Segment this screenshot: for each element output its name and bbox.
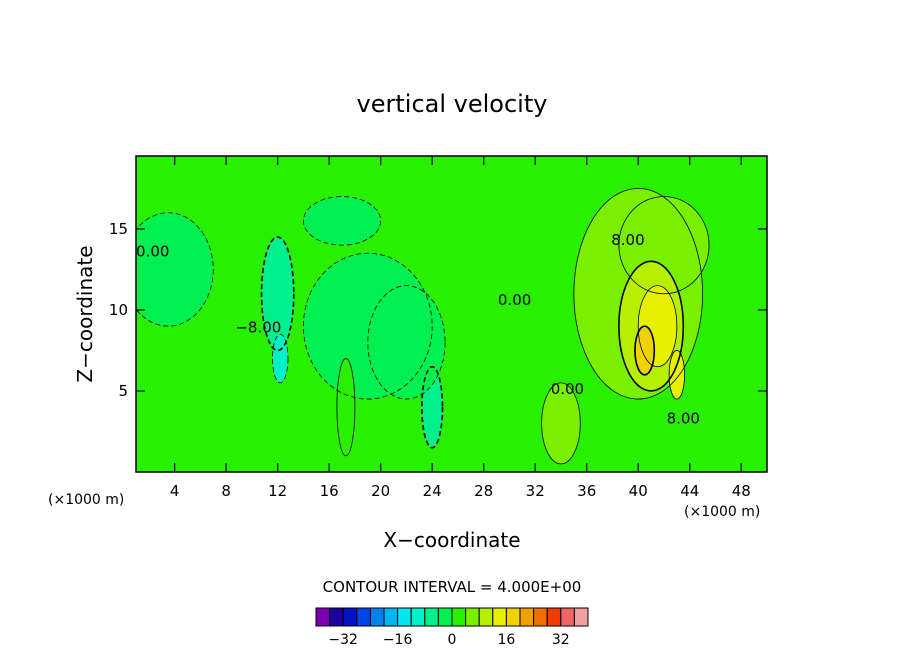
plot-frame bbox=[135, 155, 768, 473]
contour-ring-6 bbox=[367, 285, 446, 400]
colorbar-swatch-15 bbox=[519, 607, 535, 627]
contour-label-0: 0.00 bbox=[136, 242, 169, 260]
colorbar-swatch-10 bbox=[451, 607, 467, 627]
colorbar-swatch-12 bbox=[478, 607, 494, 627]
colorbar-tick-label-0: −32 bbox=[328, 632, 358, 648]
colorbar-swatch-7 bbox=[410, 607, 426, 627]
x-tick-label-4: 20 bbox=[371, 482, 390, 500]
contour-ring-9 bbox=[618, 196, 710, 295]
x-unit-left: (×1000 m) bbox=[48, 492, 124, 508]
x-tick-label-1: 8 bbox=[221, 482, 231, 500]
colorbar-swatch-18 bbox=[560, 607, 575, 627]
y-tick-label-2: 15 bbox=[109, 220, 128, 238]
contour-ring-4 bbox=[303, 252, 433, 400]
colorbar-swatch-5 bbox=[383, 607, 399, 627]
colorbar-swatch-2 bbox=[342, 607, 358, 627]
contour-label-4: 8.00 bbox=[611, 231, 644, 249]
x-unit-right: (×1000 m) bbox=[684, 504, 760, 520]
colorbar-swatch-6 bbox=[397, 607, 412, 627]
x-tick-label-11: 48 bbox=[732, 482, 751, 500]
contour-labels: 0.00 −8.00 0.00 0.00 8.00 8.00 bbox=[136, 231, 700, 427]
x-tick-label-10: 44 bbox=[680, 482, 699, 500]
colorbar-swatch-0 bbox=[315, 607, 331, 627]
y-axis-label: Z−coordinate bbox=[73, 245, 97, 382]
colorbar: −32 −16 0 16 32 bbox=[315, 607, 589, 648]
contour-label-2: 0.00 bbox=[498, 291, 531, 309]
contour-label-5: 8.00 bbox=[667, 409, 700, 427]
contour-ring-3 bbox=[303, 196, 382, 246]
contour-ring-1 bbox=[260, 236, 295, 352]
contour-ring-14 bbox=[541, 382, 581, 465]
contour-interval-label: CONTOUR INTERVAL = 4.000E+00 bbox=[323, 578, 582, 596]
contour-ring-12 bbox=[634, 325, 656, 376]
x-tick-label-3: 16 bbox=[320, 482, 339, 500]
colorbar-swatch-1 bbox=[329, 607, 344, 627]
contour-label-3: 0.00 bbox=[551, 380, 584, 398]
colorbar-swatch-8 bbox=[424, 607, 439, 627]
contour-ring-7 bbox=[336, 358, 356, 457]
y-tick-label-0: 5 bbox=[118, 382, 128, 400]
x-axis-label: X−coordinate bbox=[383, 528, 520, 552]
contour-ring-10 bbox=[618, 260, 685, 392]
colorbar-swatch-13 bbox=[492, 607, 507, 627]
colorbar-swatch-3 bbox=[356, 607, 371, 627]
x-tick-label-9: 40 bbox=[629, 482, 648, 500]
chart-title: vertical velocity bbox=[357, 90, 548, 118]
velocity-field bbox=[136, 156, 767, 472]
contour-label-1: −8.00 bbox=[235, 319, 281, 337]
contour-lines bbox=[136, 188, 710, 465]
field-cell-7 bbox=[336, 358, 355, 456]
x-tick-label-5: 24 bbox=[423, 482, 442, 500]
x-tick-label-0: 4 bbox=[170, 482, 180, 500]
contour-ring-8 bbox=[573, 188, 704, 400]
contour-ring-13 bbox=[668, 350, 685, 400]
field-cell-13 bbox=[669, 350, 685, 400]
x-tick-label-6: 28 bbox=[474, 482, 493, 500]
contour-ring-11 bbox=[637, 285, 678, 368]
field-cell-14 bbox=[541, 382, 581, 464]
x-tick-label-7: 32 bbox=[526, 482, 545, 500]
y-tick-label-1: 10 bbox=[109, 301, 128, 319]
contour-ring-0 bbox=[136, 212, 214, 327]
colorbar-swatch-16 bbox=[533, 607, 548, 627]
field-cell-0 bbox=[136, 212, 214, 327]
x-tick-label-8: 36 bbox=[577, 482, 596, 500]
field-cell-1 bbox=[261, 237, 294, 351]
field-cell-6 bbox=[367, 285, 446, 400]
colorbar-swatch-17 bbox=[546, 607, 562, 627]
colorbar-swatch-11 bbox=[465, 607, 480, 627]
colorbar-swatch-14 bbox=[505, 607, 521, 627]
field-cell-3 bbox=[303, 196, 381, 246]
x-tick-label-2: 12 bbox=[268, 482, 287, 500]
contour-ring-5 bbox=[421, 365, 444, 449]
colorbar-tick-label-4: 32 bbox=[552, 632, 570, 648]
colorbar-swatch-9 bbox=[437, 607, 453, 627]
contour-ring-2 bbox=[272, 333, 289, 384]
colorbar-swatch-4 bbox=[369, 607, 385, 627]
colorbar-tick-label-1: −16 bbox=[383, 632, 413, 648]
colorbar-tick-label-2: 0 bbox=[448, 632, 457, 648]
field-cell-2 bbox=[272, 334, 288, 383]
colorbar-tick-label-3: 16 bbox=[497, 632, 515, 648]
colorbar-swatch-19 bbox=[573, 607, 589, 627]
